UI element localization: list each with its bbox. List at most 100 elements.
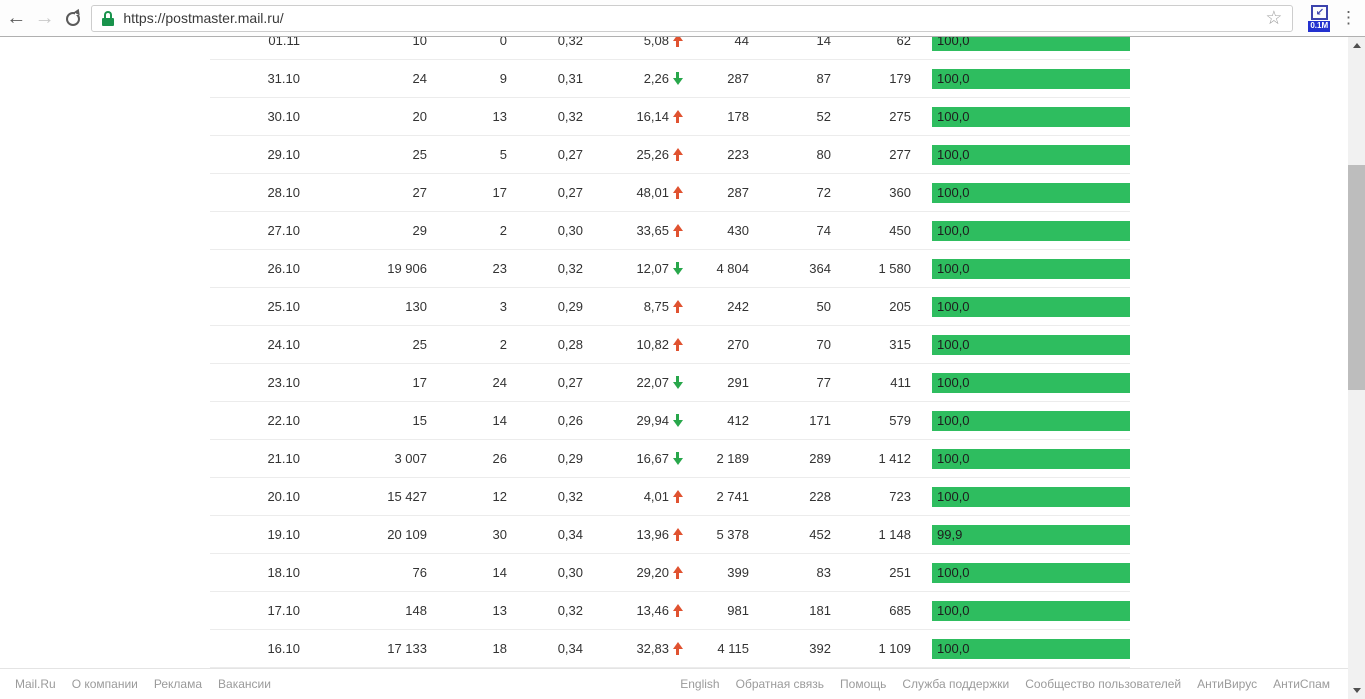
row-value-5: 2 189 <box>716 451 749 466</box>
trend-up-icon <box>672 37 683 47</box>
scrollbar[interactable] <box>1348 37 1365 699</box>
scroll-up-button[interactable] <box>1348 37 1365 54</box>
counter-extension-button[interactable]: ↙ 0.1M <box>1307 3 1331 33</box>
footer-link[interactable]: Служба поддержки <box>902 677 1010 691</box>
table-row: 18.10 76 14 0,30 29,20 399 83 251 100,0 <box>210 554 1130 592</box>
row-value-6: 87 <box>816 71 831 86</box>
row-value-5: 981 <box>727 603 749 618</box>
forward-button[interactable]: → <box>32 4 56 32</box>
row-value-7: 411 <box>890 375 911 390</box>
row-value-6: 228 <box>809 489 831 504</box>
row-value-7: 1 148 <box>878 527 911 542</box>
delta-value: 10,82 <box>636 337 669 352</box>
deliverability-bar: 100,0 <box>932 220 1130 241</box>
row-value-2: 9 <box>499 71 507 86</box>
trend-up-icon <box>672 490 683 503</box>
footer-link[interactable]: Обратная связь <box>735 677 825 691</box>
table-row: 16.10 17 133 18 0,34 32,83 4 115 392 1 1… <box>210 630 1130 668</box>
bar-label: 100,0 <box>937 299 970 314</box>
row-value-6: 181 <box>809 603 831 618</box>
row-value-2: 13 <box>492 109 507 124</box>
footer-link[interactable]: Помощь <box>840 677 887 691</box>
url-text[interactable]: https://postmaster.mail.ru/ <box>123 10 284 26</box>
row-date: 01.11 <box>268 37 300 48</box>
footer-links-right: English Обратная связь Помощь Служба поддер… <box>680 677 1330 691</box>
deliverability-bar: 100,0 <box>932 562 1130 583</box>
address-bar[interactable]: https://postmaster.mail.ru/ ☆ <box>91 4 1294 32</box>
row-value-1: 10 <box>412 37 427 48</box>
row-value-1: 15 <box>412 413 427 428</box>
row-value-1: 130 <box>405 299 427 314</box>
row-value-5: 270 <box>727 337 749 352</box>
back-button[interactable]: ← <box>4 4 28 32</box>
trend-down-icon <box>672 414 683 427</box>
footer-link[interactable]: Mail.Ru <box>15 677 56 691</box>
row-value-7: 1 109 <box>878 641 911 656</box>
row-value-2: 2 <box>499 223 507 238</box>
row-date: 28.10 <box>267 185 300 200</box>
bar-label: 100,0 <box>937 71 970 86</box>
refresh-button[interactable] <box>59 4 83 32</box>
row-date: 20.10 <box>267 489 300 504</box>
table-row: 24.10 25 2 0,28 10,82 270 70 315 100,0 <box>210 326 1130 364</box>
bar-label: 100,0 <box>937 337 970 352</box>
row-value-5: 291 <box>727 375 749 390</box>
row-value-7: 723 <box>889 489 911 504</box>
row-value-6: 74 <box>816 223 831 238</box>
row-value-7: 1 580 <box>878 261 911 276</box>
deliverability-bar: 100,0 <box>932 182 1130 203</box>
lock-icon[interactable] <box>102 10 115 26</box>
row-value-5: 2 741 <box>716 489 749 504</box>
row-value-1: 25 <box>412 337 427 352</box>
footer-link[interactable]: English <box>680 677 720 691</box>
deliverability-bar: 100,0 <box>932 144 1130 165</box>
page-content: 01.11 10 0 0,32 5,08 44 14 62 100,0 31.1… <box>0 37 1348 668</box>
scroll-up-icon <box>1352 43 1361 48</box>
row-value-1: 20 109 <box>387 527 427 542</box>
delta-value: 29,20 <box>636 565 669 580</box>
row-value-7: 205 <box>889 299 911 314</box>
table-row: 31.10 24 9 0,31 2,26 287 87 179 100,0 <box>210 60 1130 98</box>
footer-link[interactable]: О компании <box>71 677 138 691</box>
trend-up-icon <box>672 604 683 617</box>
trend-up-icon <box>672 110 683 123</box>
bookmark-star-icon[interactable]: ☆ <box>1265 7 1283 29</box>
row-value-2: 26 <box>492 451 507 466</box>
deliverability-bar: 100,0 <box>932 106 1130 127</box>
footer-link[interactable]: АнтиСпам <box>1273 677 1330 691</box>
row-value-3: 0,32 <box>557 37 583 48</box>
row-date: 16.10 <box>267 641 300 656</box>
row-value-2: 0 <box>499 37 507 48</box>
deliverability-bar: 100,0 <box>932 600 1130 621</box>
bar-label: 99,9 <box>937 527 963 542</box>
footer-link[interactable]: Вакансии <box>218 677 271 691</box>
kebab-menu-icon: ⋮ <box>1340 8 1358 27</box>
table-row: 26.10 19 906 23 0,32 12,07 4 804 364 1 5… <box>210 250 1130 288</box>
row-date: 25.10 <box>267 299 300 314</box>
row-value-2: 3 <box>499 299 507 314</box>
scroll-down-button[interactable] <box>1348 682 1365 699</box>
row-value-7: 685 <box>889 603 911 618</box>
scrollbar-thumb[interactable] <box>1348 165 1365 390</box>
deliverability-bar: 100,0 <box>932 296 1130 317</box>
row-date: 22.10 <box>267 413 300 428</box>
row-value-3: 0,30 <box>557 565 583 580</box>
trend-up-icon <box>672 528 683 541</box>
row-date: 23.10 <box>267 375 300 390</box>
row-value-7: 579 <box>889 413 911 428</box>
row-value-5: 4 115 <box>717 641 749 656</box>
row-value-6: 83 <box>816 565 831 580</box>
row-value-6: 52 <box>816 109 831 124</box>
row-value-7: 275 <box>889 109 911 124</box>
browser-toolbar: ← → https://postmaster.mail.ru/ ☆ ↙ 0.1M… <box>0 0 1365 37</box>
row-value-1: 3 007 <box>394 451 427 466</box>
browser-menu-button[interactable]: ⋮ <box>1338 4 1359 32</box>
row-value-3: 0,32 <box>557 489 583 504</box>
footer-link[interactable]: АнтиВирус <box>1197 677 1258 691</box>
row-value-5: 44 <box>734 37 749 48</box>
row-value-2: 24 <box>492 375 507 390</box>
footer-link[interactable]: Реклама <box>153 677 203 691</box>
footer-link[interactable]: Сообщество пользователей <box>1025 677 1182 691</box>
table-row: 28.10 27 17 0,27 48,01 287 72 360 100,0 <box>210 174 1130 212</box>
row-date: 21.10 <box>267 451 300 466</box>
